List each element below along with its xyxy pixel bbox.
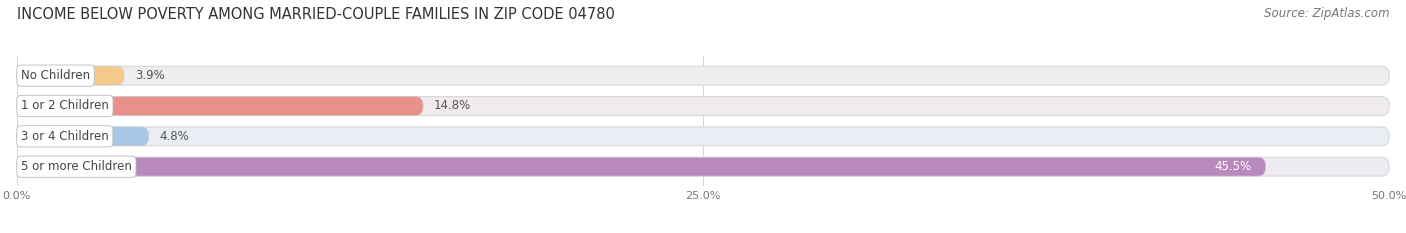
Text: 3.9%: 3.9% (135, 69, 165, 82)
Text: 4.8%: 4.8% (160, 130, 190, 143)
FancyBboxPatch shape (17, 97, 1389, 115)
FancyBboxPatch shape (17, 157, 1389, 176)
FancyBboxPatch shape (17, 97, 423, 115)
Text: 45.5%: 45.5% (1215, 160, 1251, 173)
FancyBboxPatch shape (17, 157, 1265, 176)
Text: Source: ZipAtlas.com: Source: ZipAtlas.com (1264, 7, 1389, 20)
FancyBboxPatch shape (17, 66, 124, 85)
FancyBboxPatch shape (17, 127, 149, 146)
Text: 5 or more Children: 5 or more Children (21, 160, 132, 173)
Text: 3 or 4 Children: 3 or 4 Children (21, 130, 108, 143)
Text: No Children: No Children (21, 69, 90, 82)
Text: 14.8%: 14.8% (434, 99, 471, 113)
Text: INCOME BELOW POVERTY AMONG MARRIED-COUPLE FAMILIES IN ZIP CODE 04780: INCOME BELOW POVERTY AMONG MARRIED-COUPL… (17, 7, 614, 22)
FancyBboxPatch shape (17, 66, 1389, 85)
FancyBboxPatch shape (17, 127, 1389, 146)
Text: 1 or 2 Children: 1 or 2 Children (21, 99, 108, 113)
